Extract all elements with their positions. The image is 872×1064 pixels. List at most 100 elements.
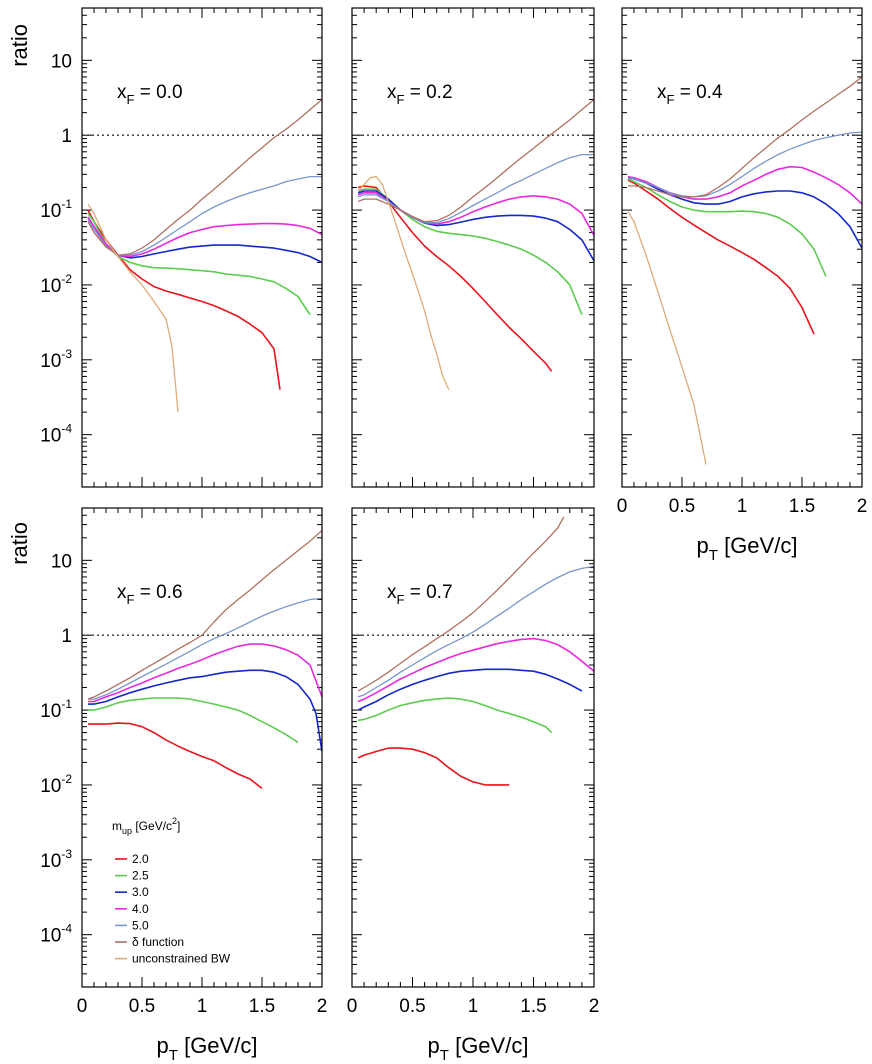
y-tick-label-base: 10 [51,51,72,72]
panel-label: xF = 0.7 [387,582,453,607]
y-tick-label: 10-1 [40,697,72,722]
x-axis-title-unit: [GeV/c] [178,1033,257,1058]
series-line-delta [628,76,862,198]
panel-label-rest: = 0.4 [674,82,722,103]
y-tick-label-base: 1 [61,126,72,147]
series-line-4-0 [357,192,594,236]
panel-label-sub: F [127,92,135,107]
y-tick-label-exp: -2 [61,772,72,786]
x-tick-label: 2 [589,996,600,1017]
x-tick-label: 2 [857,496,868,517]
panel-frame [621,7,863,488]
series-line-2-5 [87,213,311,316]
y-tick-label-exp: -3 [61,347,72,361]
x-tick-label: 1.5 [520,996,546,1017]
x-tick-label: 0 [617,496,628,517]
x-axis-title: pT [GeV/c] [428,1033,529,1064]
series-line-bw [357,175,450,390]
y-tick-label-exp: -4 [61,922,72,936]
legend-label: unconstrained BW [132,952,231,966]
series-line-delta [357,516,565,692]
y-tick-label-base: 10 [51,551,72,572]
legend-title-sup: 2 [172,816,177,826]
panel-label-main: x [117,82,127,103]
series-line-bw [627,211,707,465]
y-tick-label-base: 10 [40,851,61,872]
x-axis-title-sub: T [709,547,718,564]
legend-title-sub: up [122,826,132,836]
panel-frame [351,7,595,488]
panel-4: xF = 0.7 0 0.5 1 1.5 2 pT [GeV/c] [347,507,600,1064]
panel-label-sub: F [397,92,405,107]
panel-label: xF = 0.2 [387,82,453,107]
series-line-5-0 [627,131,862,198]
y-tick-label-exp: -4 [61,422,72,436]
panel-label-rest: = 0.2 [404,82,452,103]
panel-label: xF = 0.6 [117,582,183,607]
panel-label-sub: F [397,592,405,607]
panel-1: xF = 0.2 [351,7,595,488]
panel-label-main: x [387,582,397,603]
y-tick-label: 10-4 [40,422,72,447]
x-tick-label: 1 [197,996,208,1017]
legend-title-end: ] [177,819,180,833]
series-line-2-0 [88,722,263,790]
legend-label: 4.0 [132,902,149,916]
y-tick-label-base: 10 [40,926,61,947]
x-tick-label: 1.5 [789,496,815,517]
x-axis-title-unit: [GeV/c] [718,533,797,558]
panel-label-main: x [657,82,667,103]
x-tick-label: 1 [468,996,479,1017]
series-line-delta [357,99,594,223]
legend-label: 5.0 [132,918,149,932]
panel-2: xF = 0.4 0 0.5 1 1.5 2 pT [GeV/c] [617,7,868,564]
legend-title-main: m [112,819,122,833]
panel-frame [81,507,323,988]
y-tick-label: 10-2 [40,272,72,297]
x-tick-label: 0.5 [669,496,695,517]
y-tick-label-base: 10 [40,351,61,372]
series-line-5-0 [88,597,322,700]
x-tick-label: 0 [77,996,88,1017]
y-tick-label-base: 1 [61,626,72,647]
series-line-delta [87,99,322,256]
series-line-3-0 [357,190,594,262]
panel-label-sub: F [667,92,675,107]
y-tick-label: 10-3 [40,347,72,372]
panel-label-rest: = 0.7 [404,582,452,603]
y-tick-label-base: 10 [40,776,61,797]
y-tick-label-exp: -1 [61,197,72,211]
series-line-2-5 [627,178,827,277]
legend-label: δ function [132,935,184,949]
x-axis-title: pT [GeV/c] [697,533,798,564]
series-line-2-5 [357,697,553,734]
panel-frame [351,507,595,988]
panel-label-main: x [117,582,127,603]
series-line-2-5 [88,697,299,744]
y-tick-label: 10-1 [40,197,72,222]
series-line-bw [87,203,179,413]
y-tick-label: 10-2 [40,772,72,797]
y-tick-label: 1 [61,126,72,147]
x-tick-label: 1 [737,496,748,517]
y-tick-label: 10 [51,51,72,72]
x-tick-label: 0.5 [399,996,425,1017]
y-tick-label-exp: -2 [61,272,72,286]
y-tick-label: 1 [61,626,72,647]
panel-frame [81,7,323,488]
legend-title: mup [GeV/c2] [112,816,180,836]
y-tick-label-base: 10 [40,276,61,297]
series-line-5-0 [357,153,594,224]
series-line-2-5 [357,188,583,316]
x-tick-label: 1.5 [249,996,275,1017]
x-axis-title: pT [GeV/c] [157,1033,258,1064]
series-line-3-0 [357,668,583,711]
series-line-3-0 [627,177,862,249]
x-axis-title-sub: T [169,1047,178,1064]
y-tick-label: 10 [51,551,72,572]
series-line-5-0 [357,565,594,698]
legend-title-rest: [GeV/c [132,819,172,833]
legend-label: 2.0 [132,852,149,866]
